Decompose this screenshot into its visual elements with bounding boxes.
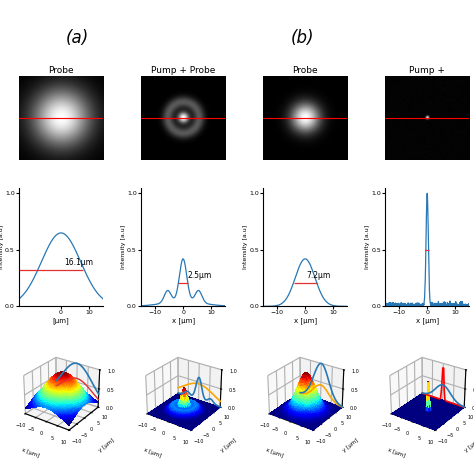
- X-axis label: x [μm]: x [μm]: [264, 447, 283, 459]
- Text: 2.5μm: 2.5μm: [187, 271, 211, 280]
- Y-axis label: y [μm]: y [μm]: [464, 438, 474, 453]
- Title: Pump + Probe: Pump + Probe: [151, 66, 215, 75]
- X-axis label: x [μm]: x [μm]: [293, 317, 317, 324]
- X-axis label: x [μm]: x [μm]: [143, 447, 162, 459]
- Text: (b): (b): [291, 29, 314, 47]
- X-axis label: x [μm]: x [μm]: [20, 447, 39, 459]
- Text: 16.1μm: 16.1μm: [64, 258, 93, 267]
- Text: 7.2μm: 7.2μm: [307, 271, 331, 280]
- Title: Probe: Probe: [292, 66, 318, 75]
- Y-axis label: Intensity [a.u]: Intensity [a.u]: [243, 225, 248, 269]
- Y-axis label: Intensity [a.u]: Intensity [a.u]: [365, 225, 370, 269]
- Title: Pump +: Pump +: [409, 66, 445, 75]
- Y-axis label: Intensity [a.u]: Intensity [a.u]: [121, 225, 126, 269]
- X-axis label: [μm]: [μm]: [53, 317, 69, 324]
- Y-axis label: y [μm]: y [μm]: [342, 438, 360, 453]
- Y-axis label: y [μm]: y [μm]: [220, 438, 237, 453]
- Text: (a): (a): [66, 29, 89, 47]
- Y-axis label: y [μm]: y [μm]: [98, 438, 116, 453]
- X-axis label: x [μm]: x [μm]: [416, 317, 439, 324]
- Y-axis label: Intensity [a.u]: Intensity [a.u]: [0, 225, 4, 269]
- X-axis label: x [μm]: x [μm]: [387, 447, 406, 459]
- X-axis label: x [μm]: x [μm]: [172, 317, 195, 324]
- Title: Probe: Probe: [48, 66, 74, 75]
